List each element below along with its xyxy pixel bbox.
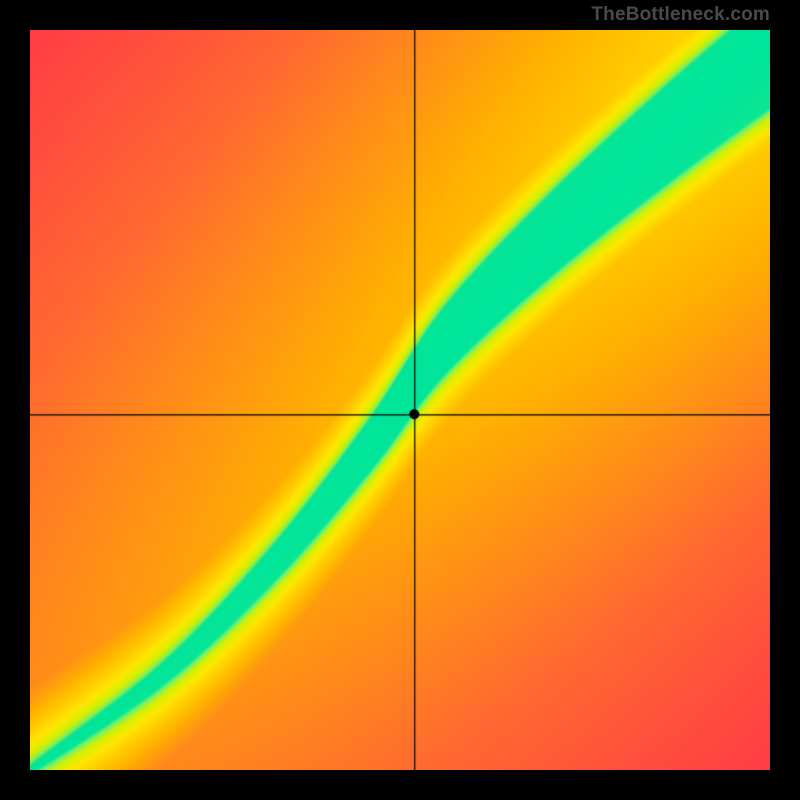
watermark-text: TheBottleneck.com [591,4,770,26]
bottleneck-heatmap [30,30,770,770]
